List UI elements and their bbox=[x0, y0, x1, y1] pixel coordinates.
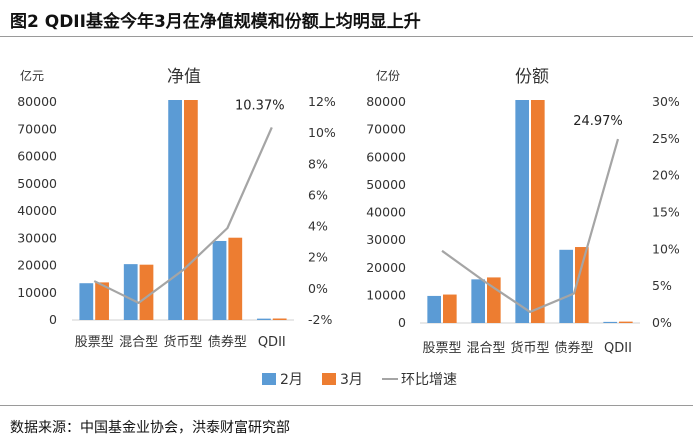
y-tick-label: 40000 bbox=[366, 205, 406, 220]
chart-canvas: 净值 亿元 0 10000 20000 30000 40000 50000 60000 700… bbox=[17, 67, 680, 388]
bar-mar bbox=[184, 100, 198, 320]
bar-mar bbox=[575, 247, 589, 323]
bar-mar bbox=[95, 282, 109, 320]
bar-feb bbox=[168, 100, 182, 320]
y2-tick-label: 25% bbox=[652, 131, 680, 146]
y-tick-label: 10000 bbox=[17, 285, 57, 300]
bar-feb bbox=[123, 264, 138, 320]
y-tick-label: 60000 bbox=[17, 149, 57, 164]
bar-feb bbox=[471, 279, 485, 323]
bottom-rule bbox=[0, 405, 693, 406]
bar-feb bbox=[603, 321, 617, 323]
x-tick-label: QDII bbox=[258, 335, 286, 350]
shares-right-tick-labels: 0% 5% 10% 15% 20% 25% 30% bbox=[652, 94, 680, 330]
y2-tick-label: 10% bbox=[652, 241, 680, 256]
bar-mar bbox=[272, 318, 287, 320]
legend-label-mar: 3月 bbox=[340, 372, 363, 388]
y2-tick-label: 15% bbox=[652, 205, 680, 220]
y-tick-label: 60000 bbox=[366, 149, 406, 164]
legend-label-feb: 2月 bbox=[280, 372, 303, 388]
y2-tick-label: 4% bbox=[308, 219, 328, 234]
figure-title: 图2 QDII基金今年3月在净值规模和份额上均明显上升 bbox=[10, 12, 421, 32]
legend: 2月 3月 环比增速 bbox=[262, 372, 457, 388]
bar-feb bbox=[515, 100, 529, 323]
nav-right-tick-labels: -2% 0% 2% 4% 6% 8% 10% 12% bbox=[308, 94, 336, 327]
x-tick-label: 债券型 bbox=[554, 340, 593, 356]
x-tick-label: 股票型 bbox=[75, 335, 114, 350]
shares-bars bbox=[420, 100, 640, 324]
shares-panel: 份额 亿份 0 10000 20000 30000 40000 50000 60000 700… bbox=[366, 67, 680, 356]
y-tick-label: 40000 bbox=[17, 203, 57, 218]
growth-line bbox=[93, 126, 273, 304]
y-tick-label: 70000 bbox=[17, 121, 57, 136]
x-tick-label: 混合型 bbox=[466, 341, 505, 356]
legend-swatch-mar bbox=[322, 373, 336, 385]
bar-mar bbox=[619, 321, 633, 323]
x-tick-label: 货币型 bbox=[163, 334, 202, 350]
bar-mar bbox=[443, 294, 457, 323]
nav-category-labels: 股票型 混合型 货币型 债券型 QDII bbox=[75, 334, 286, 350]
y-tick-label: 80000 bbox=[17, 94, 57, 109]
y2-tick-label: 6% bbox=[308, 187, 328, 202]
y-tick-label: 30000 bbox=[17, 230, 57, 245]
shares-growth-annotation: 24.97% bbox=[573, 114, 623, 129]
bar-feb bbox=[79, 283, 94, 320]
nav-y-unit-label: 亿元 bbox=[20, 68, 44, 83]
shares-y-unit-label: 亿份 bbox=[376, 68, 400, 83]
y2-tick-label: 0% bbox=[652, 315, 672, 330]
nav-growth-line bbox=[93, 126, 273, 304]
y-tick-label: 20000 bbox=[366, 260, 406, 275]
legend-swatch-feb bbox=[262, 373, 276, 385]
shares-panel-title: 份额 bbox=[515, 67, 549, 87]
y2-tick-label: 30% bbox=[652, 94, 680, 109]
nav-left-tick-labels: 0 10000 20000 30000 40000 50000 60000 70000 8000… bbox=[17, 94, 57, 327]
legend-label-growth: 环比增速 bbox=[401, 372, 457, 388]
x-tick-label: QDII bbox=[604, 341, 632, 356]
x-tick-label: 货币型 bbox=[510, 340, 549, 356]
y-tick-label: 50000 bbox=[17, 176, 57, 191]
x-tick-label: 股票型 bbox=[422, 341, 461, 356]
y-tick-label: 70000 bbox=[366, 122, 406, 137]
y2-tick-label: 0% bbox=[308, 281, 328, 296]
y-tick-label: 10000 bbox=[366, 287, 406, 302]
y2-tick-label: -2% bbox=[308, 312, 332, 327]
y2-tick-label: 20% bbox=[652, 168, 680, 183]
x-tick-label: 债券型 bbox=[208, 334, 247, 350]
y-tick-label: 30000 bbox=[366, 232, 406, 247]
nav-panel: 净值 亿元 0 10000 20000 30000 40000 50000 60000 700… bbox=[17, 67, 336, 350]
bar-mar bbox=[228, 237, 243, 320]
y-tick-label: 80000 bbox=[366, 94, 406, 109]
bar-feb bbox=[257, 318, 271, 320]
top-rule bbox=[0, 36, 693, 37]
bar-feb bbox=[427, 295, 441, 323]
bar-feb bbox=[212, 240, 227, 320]
y-tick-label: 50000 bbox=[366, 177, 406, 192]
y-tick-label: 0 bbox=[49, 312, 57, 327]
shares-growth-line bbox=[441, 138, 620, 314]
shares-category-labels: 股票型 混合型 货币型 债券型 QDII bbox=[422, 340, 631, 356]
y2-tick-label: 5% bbox=[652, 278, 672, 293]
y2-tick-label: 12% bbox=[308, 94, 336, 109]
bar-mar bbox=[139, 264, 154, 320]
nav-growth-annotation: 10.37% bbox=[235, 98, 285, 113]
y-tick-label: 0 bbox=[398, 315, 406, 330]
y2-tick-label: 10% bbox=[308, 125, 336, 140]
growth-line bbox=[441, 138, 620, 314]
nav-panel-title: 净值 bbox=[167, 67, 201, 87]
bar-mar bbox=[531, 100, 545, 323]
shares-left-tick-labels: 0 10000 20000 30000 40000 50000 60000 70000 8000… bbox=[366, 94, 406, 330]
y-tick-label: 20000 bbox=[17, 258, 57, 273]
y2-tick-label: 2% bbox=[308, 250, 328, 265]
source-note: 数据来源：中国基金业协会，洪泰财富研究部 bbox=[10, 420, 290, 436]
bar-feb bbox=[559, 249, 573, 323]
x-tick-label: 混合型 bbox=[119, 335, 158, 350]
y2-tick-label: 8% bbox=[308, 156, 328, 171]
